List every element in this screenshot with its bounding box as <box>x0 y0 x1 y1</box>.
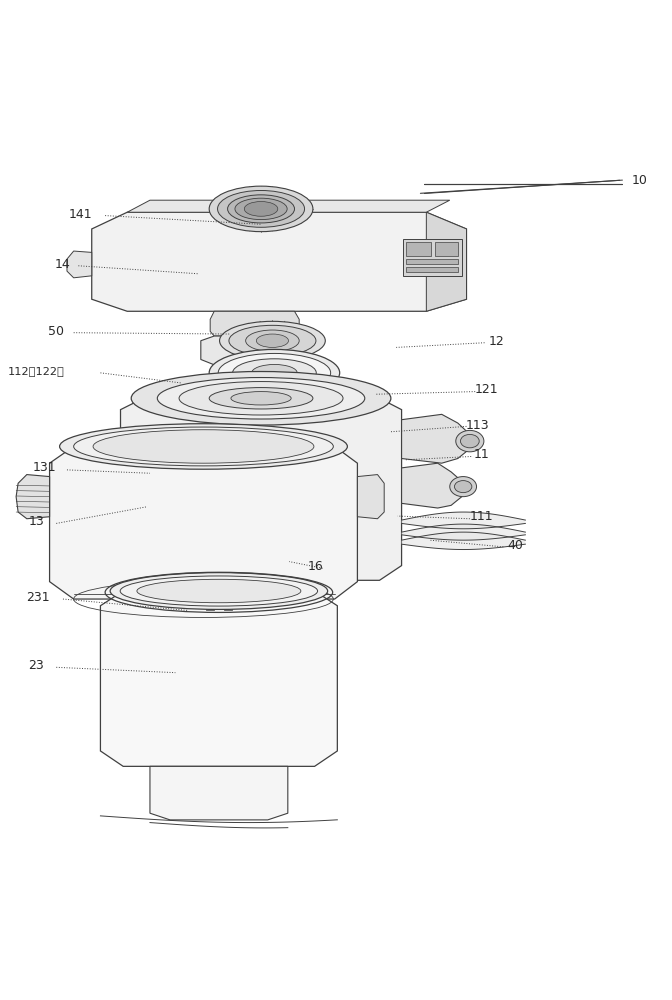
Text: 11: 11 <box>474 448 490 461</box>
Ellipse shape <box>235 198 287 220</box>
Ellipse shape <box>74 427 333 466</box>
Text: 23: 23 <box>28 659 44 672</box>
Polygon shape <box>435 242 458 256</box>
Polygon shape <box>206 597 214 610</box>
Polygon shape <box>358 475 384 519</box>
Ellipse shape <box>110 573 328 609</box>
Polygon shape <box>179 457 224 479</box>
Ellipse shape <box>460 434 479 448</box>
Polygon shape <box>150 766 288 820</box>
Polygon shape <box>426 212 466 311</box>
Ellipse shape <box>209 349 339 396</box>
Ellipse shape <box>454 481 472 493</box>
Ellipse shape <box>245 202 278 216</box>
Ellipse shape <box>256 334 288 347</box>
Ellipse shape <box>456 430 484 452</box>
Ellipse shape <box>209 186 313 232</box>
Ellipse shape <box>450 477 476 497</box>
Ellipse shape <box>157 378 365 419</box>
Polygon shape <box>210 311 299 336</box>
Polygon shape <box>407 267 458 272</box>
Ellipse shape <box>231 392 291 405</box>
Text: 16: 16 <box>308 560 324 573</box>
Polygon shape <box>67 251 92 278</box>
Text: 131: 131 <box>33 461 56 474</box>
Ellipse shape <box>60 424 347 469</box>
Text: 141: 141 <box>69 208 92 221</box>
Ellipse shape <box>220 321 325 360</box>
Ellipse shape <box>179 382 343 415</box>
Text: 10: 10 <box>632 174 648 187</box>
Text: 40: 40 <box>507 539 523 552</box>
Polygon shape <box>100 591 337 766</box>
Polygon shape <box>16 475 50 519</box>
Ellipse shape <box>120 576 318 606</box>
Polygon shape <box>120 398 402 580</box>
Ellipse shape <box>131 372 391 425</box>
Text: 113: 113 <box>466 419 490 432</box>
Ellipse shape <box>137 579 301 603</box>
Text: 111: 111 <box>470 510 494 523</box>
Polygon shape <box>407 242 431 256</box>
Ellipse shape <box>246 330 299 351</box>
Text: 112（122）: 112（122） <box>8 367 65 377</box>
Polygon shape <box>403 239 462 276</box>
Ellipse shape <box>218 353 331 392</box>
Polygon shape <box>224 597 233 610</box>
Ellipse shape <box>218 190 304 227</box>
Text: 12: 12 <box>489 335 505 348</box>
Ellipse shape <box>209 388 313 409</box>
Ellipse shape <box>252 364 297 381</box>
Text: 14: 14 <box>55 258 71 271</box>
Text: 50: 50 <box>48 325 65 338</box>
Polygon shape <box>50 446 358 599</box>
Ellipse shape <box>228 195 294 223</box>
Text: 231: 231 <box>26 591 50 604</box>
Ellipse shape <box>93 430 314 463</box>
Polygon shape <box>92 212 466 311</box>
Polygon shape <box>407 259 458 264</box>
Ellipse shape <box>229 325 316 356</box>
Polygon shape <box>402 463 462 508</box>
Text: 121: 121 <box>474 383 499 396</box>
Polygon shape <box>201 336 308 365</box>
Polygon shape <box>127 200 450 212</box>
Ellipse shape <box>233 359 317 387</box>
Polygon shape <box>402 414 468 463</box>
Text: 13: 13 <box>28 515 44 528</box>
Polygon shape <box>258 372 290 396</box>
